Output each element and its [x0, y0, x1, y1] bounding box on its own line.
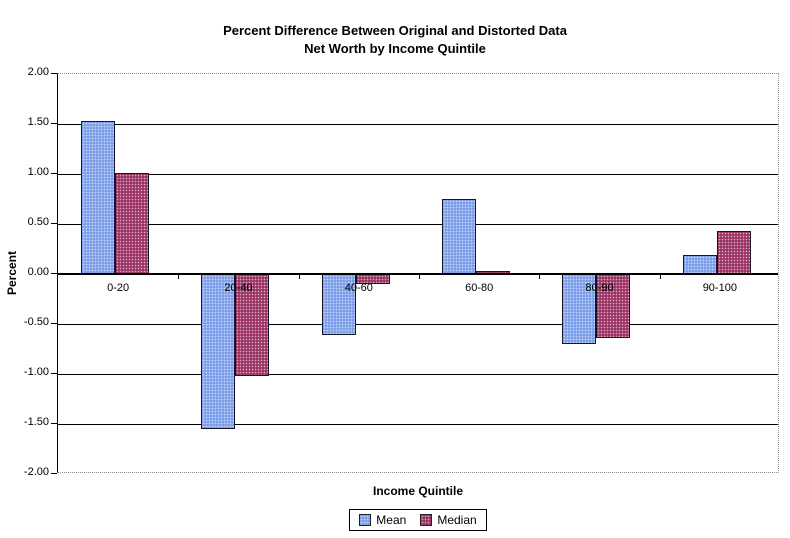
y-axis-tick-label: 1.50	[27, 116, 49, 128]
x-category-label: 40-60	[344, 282, 373, 294]
legend-item-mean: Mean	[359, 513, 406, 527]
y-axis-tick	[51, 123, 57, 124]
x-axis-tick	[539, 275, 541, 279]
legend-wrap: Mean Median	[57, 509, 779, 531]
y-axis-tick	[51, 473, 57, 474]
y-axis-tick-label: 0.00	[27, 266, 49, 278]
bar-median-0-20	[115, 173, 149, 274]
bar-mean-60-80	[442, 199, 476, 274]
legend-label: Mean	[376, 513, 407, 527]
gridline	[58, 324, 778, 325]
legend-swatch-mean	[359, 514, 372, 526]
x-axis-tick	[419, 275, 420, 279]
chart-title-line1: Percent Difference Between Original and …	[223, 23, 567, 38]
y-axis-tick-label: -1.00	[23, 366, 49, 378]
y-axis-tick-label: -2.00	[23, 466, 49, 478]
y-axis-tick	[51, 273, 57, 274]
plot-area: 0-20 20-40 40-60 60-80 80-90 90-100	[57, 73, 779, 473]
x-category-label: 0-20	[107, 282, 130, 294]
bar-median-90-100	[716, 231, 751, 274]
x-axis-tick	[178, 275, 180, 279]
legend: Mean Median	[349, 509, 487, 531]
bar-mean-20-40	[201, 274, 236, 429]
x-category-label: 20-40	[224, 282, 253, 294]
x-axis-zero-line	[58, 273, 778, 275]
y-axis-tick	[51, 323, 57, 324]
x-category-label: 60-80	[465, 282, 494, 294]
bar-median-80-90	[596, 274, 631, 338]
legend-swatch-median	[420, 514, 433, 526]
y-axis-tick	[51, 373, 57, 374]
chart-title: Percent Difference Between Original and …	[0, 22, 790, 58]
y-axis-tick	[51, 73, 57, 74]
gridline	[58, 374, 778, 375]
x-axis-tick	[659, 275, 661, 279]
y-axis-tick-label: 1.00	[27, 166, 49, 178]
y-axis-tick-label: -0.50	[23, 316, 49, 328]
x-category-label: 90-100	[702, 282, 737, 294]
bar-median-20-40	[235, 274, 270, 376]
y-axis-tick	[51, 423, 57, 424]
y-axis-tick	[51, 223, 57, 224]
legend-item-median: Median	[420, 513, 477, 527]
x-axis-tick	[298, 275, 300, 279]
gridline	[58, 424, 778, 425]
x-category-label: 80-90	[585, 282, 614, 294]
gridline	[58, 124, 778, 125]
gridline	[58, 224, 778, 225]
gridline	[58, 174, 778, 175]
bar-mean-40-60	[321, 274, 356, 335]
bar-mean-0-20	[81, 121, 115, 274]
legend-label: Median	[437, 513, 477, 527]
y-axis-tick-label: 0.50	[27, 216, 49, 228]
x-axis-title: Income Quintile	[372, 484, 463, 498]
y-axis-tick	[51, 173, 57, 174]
bar-mean-90-100	[682, 255, 717, 274]
y-axis-tick-label: -1.50	[23, 416, 49, 428]
chart-title-line2: Net Worth by Income Quintile	[304, 41, 486, 56]
y-axis-tick-label: 2.00	[27, 66, 49, 78]
